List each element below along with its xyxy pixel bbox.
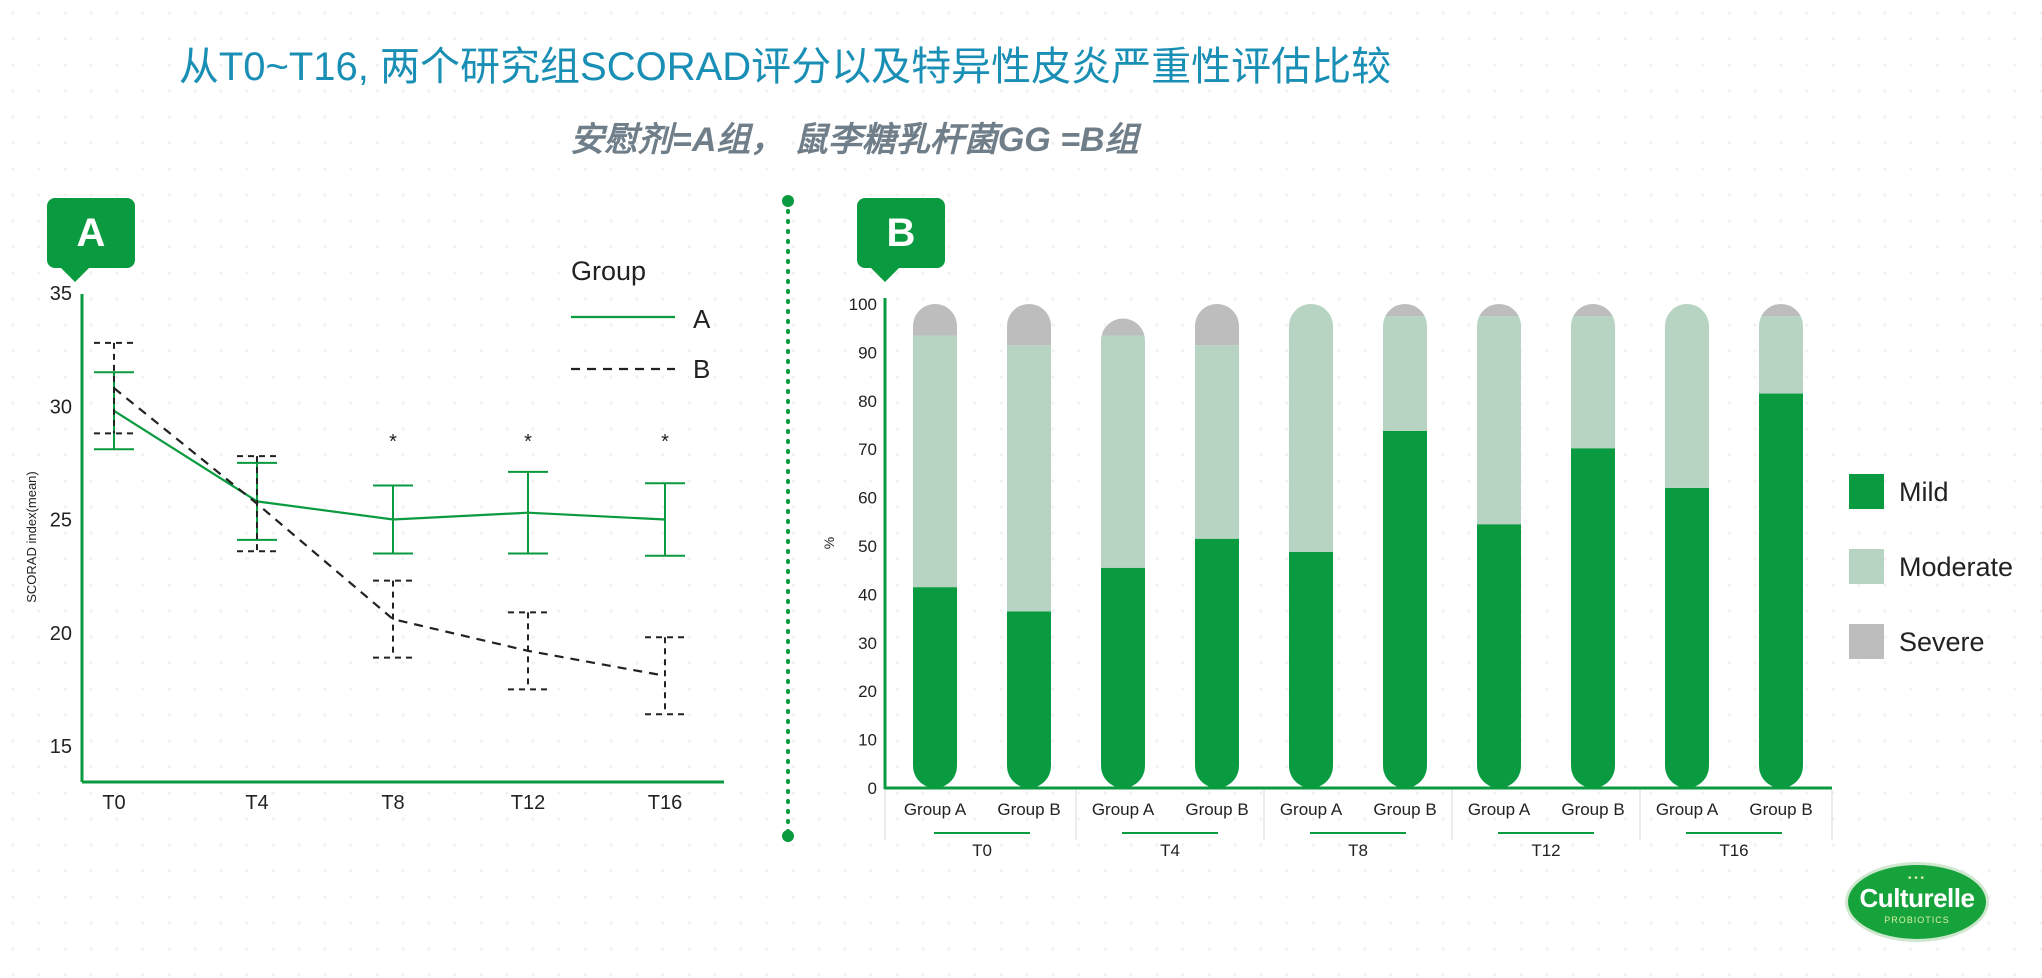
chart-a-legend-label: A: [693, 304, 711, 334]
logo-dots: • • •: [1908, 873, 1925, 884]
chart-a-y-tick-label: 30: [50, 396, 72, 418]
chart-b-x-tick-label: Group B: [997, 800, 1060, 819]
chart-b-bar-segment-moderate: [1759, 316, 1803, 394]
chart-b-x-tick-label: Group B: [1561, 800, 1624, 819]
page-title: 从T0~T16, 两个研究组SCORAD评分以及特异性皮炎严重性评估比较: [178, 45, 1392, 89]
chart-b-bar-segment-moderate: [1665, 304, 1709, 488]
chart-a-x-tick-label: T4: [245, 792, 268, 814]
chart-a-x-tick-label: T0: [102, 792, 125, 814]
chart-a-x-tick-label: T16: [648, 792, 682, 814]
chart-b-legend-swatch-severe: [1849, 624, 1884, 659]
chart-b-bar-segment-mild: [1101, 567, 1145, 788]
page-subtitle: 安慰剂=A组， 鼠李糖乳杆菌GG =B组: [570, 121, 1139, 159]
chart-b-bar-segment-mild: [1571, 448, 1615, 788]
panel-a-badge: A: [47, 198, 135, 282]
chart-a-series-line-A: [113, 409, 666, 521]
chart-b-x-tick-label: Group B: [1185, 800, 1248, 819]
chart-b-bar-segment-moderate: [1007, 345, 1051, 612]
panel-divider-end: [782, 195, 794, 207]
chart-b-x-tick-label: Group A: [904, 800, 967, 819]
chart-b-legend-swatch-mild: [1849, 474, 1884, 509]
chart-b-bar-segment-moderate: [913, 335, 957, 588]
chart-b-bar-segment-severe: [1101, 318, 1145, 336]
chart-b-y-tick-label: 0: [868, 779, 877, 798]
chart-b-bar-segment-moderate: [1195, 345, 1239, 539]
chart-b-bar-segment-moderate: [1571, 316, 1615, 449]
chart-b-y-tick-label: 40: [858, 585, 877, 604]
chart-b-bar-segment-severe: [1383, 304, 1427, 317]
chart-b-bar-segment-mild: [1195, 538, 1239, 788]
chart-b-group-label: T0: [972, 841, 992, 860]
chart-b-legend-label: Severe: [1899, 627, 1985, 657]
chart-a-significance-mark: *: [661, 431, 669, 453]
chart-a-series-line-B: [113, 387, 666, 677]
chart-b-bar-segment-mild: [1289, 551, 1333, 788]
chart-b-group-label: T12: [1531, 841, 1560, 860]
chart-b-bar-segment-severe: [1571, 304, 1615, 317]
chart-a-legend-label: B: [693, 354, 710, 384]
chart-b-bar-segment-severe: [1477, 304, 1521, 317]
chart-b-bar-segment-mild: [1665, 487, 1709, 788]
chart-b-y-tick-label: 10: [858, 731, 877, 750]
culturelle-logo: • • • Culturelle PROBIOTICS: [1845, 862, 1989, 942]
chart-b-y-tick-label: 20: [858, 682, 877, 701]
chart-b-x-tick-label: Group B: [1373, 800, 1436, 819]
chart-b-y-tick-label: 100: [849, 295, 877, 314]
chart-b-y-tick-label: 50: [858, 537, 877, 556]
panel-divider-end: [782, 830, 794, 842]
chart-b-x-tick-label: Group A: [1656, 800, 1719, 819]
chart-b-bar-segment-moderate: [1101, 335, 1145, 568]
chart-a-significance-mark: *: [389, 431, 397, 453]
chart-b-x-tick-label: Group B: [1749, 800, 1812, 819]
chart-b-y-axis-label: %: [821, 537, 837, 549]
chart-b-x-tick-label: Group A: [1092, 800, 1155, 819]
chart-b-x-tick-label: Group A: [1280, 800, 1343, 819]
chart-b-bar-segment-moderate: [1289, 304, 1333, 552]
chart-b-y-tick-label: 90: [858, 343, 877, 362]
chart-b-bar-segment-mild: [913, 587, 957, 788]
chart-b-y-tick-label: 60: [858, 489, 877, 508]
chart-b-y-tick-label: 80: [858, 392, 877, 411]
chart-a-legend-title: Group: [571, 256, 646, 286]
chart-b-y-tick-label: 30: [858, 634, 877, 653]
chart-b-bar-segment-severe: [1007, 304, 1051, 346]
chart-b-bar-segment-mild: [1007, 611, 1051, 788]
chart-b-bar-segment-severe: [1195, 304, 1239, 346]
chart-a-y-tick-label: 20: [50, 623, 72, 645]
chart-b-bar-segment-moderate: [1477, 316, 1521, 525]
chart-a-x-tick-label: T8: [381, 792, 404, 814]
chart-a-y-tick-label: 15: [50, 736, 72, 758]
chart-a-y-tick-label: 35: [50, 283, 72, 305]
chart-b-legend-label: Mild: [1899, 477, 1949, 507]
chart-a-y-tick-label: 25: [50, 510, 72, 532]
chart-b-legend-swatch-moderate: [1849, 549, 1884, 584]
chart-b-group-label: T8: [1348, 841, 1368, 860]
chart-b-bar-segment-mild: [1759, 393, 1803, 788]
logo-name: Culturelle: [1859, 883, 1975, 913]
chart-b-legend-label: Moderate: [1899, 552, 2013, 582]
chart-b-bar-segment-mild: [1477, 524, 1521, 788]
panel-b-badge: B: [857, 198, 945, 282]
chart-b-bar-segment-moderate: [1383, 316, 1427, 431]
chart-b-group-label: T16: [1719, 841, 1748, 860]
chart-a-significance-mark: *: [524, 431, 532, 453]
chart-a-y-axis-label: SCORAD index(mean): [24, 471, 39, 603]
logo-sub: PROBIOTICS: [1884, 915, 1950, 925]
chart-b-bar-segment-mild: [1383, 430, 1427, 788]
chart-b-group-label: T4: [1160, 841, 1180, 860]
chart-b-bar-segment-severe: [913, 304, 957, 336]
chart-b-bar-segment-severe: [1759, 304, 1803, 317]
chart-b-x-tick-label: Group A: [1468, 800, 1531, 819]
chart-b-y-tick-label: 70: [858, 440, 877, 459]
chart-a-x-tick-label: T12: [511, 792, 545, 814]
